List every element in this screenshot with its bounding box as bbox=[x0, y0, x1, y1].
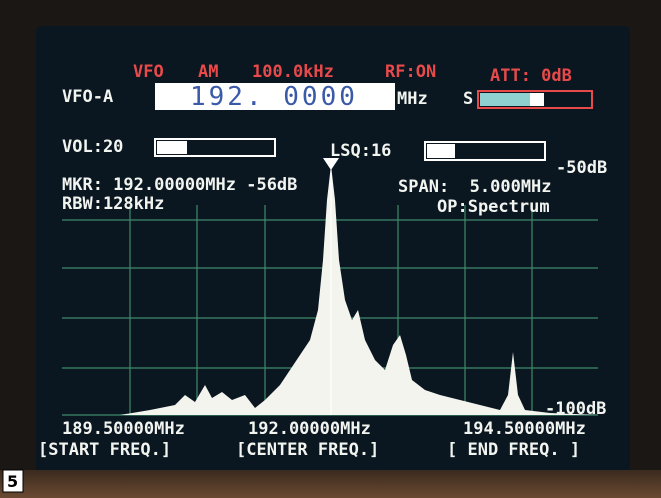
squelch-bar-frame bbox=[424, 141, 546, 161]
bottom-level: -100dB bbox=[545, 399, 607, 419]
s-meter-label: S bbox=[463, 89, 474, 109]
mode-label: 100.0kHz bbox=[252, 62, 334, 82]
bezel bbox=[0, 470, 661, 498]
vfo-label: VFO-A bbox=[62, 87, 114, 107]
s-meter-peak bbox=[530, 93, 544, 106]
frequency-box bbox=[155, 83, 395, 110]
center-frequency: 192.00000MHz bbox=[248, 419, 371, 439]
end-frequency: 194.50000MHz bbox=[463, 419, 586, 439]
volume-bar-fill bbox=[157, 141, 187, 154]
span-readout: SPAN: 5.000MHz bbox=[398, 177, 552, 197]
squelch-bar-fill bbox=[427, 144, 455, 158]
volume-label: VOL:20 bbox=[62, 137, 124, 157]
mode-label: RF:ON bbox=[385, 62, 437, 82]
start-frequency: 189.50000MHz bbox=[62, 419, 185, 439]
mode-label: ATT: 0dB bbox=[490, 66, 572, 86]
frequency-unit: MHz bbox=[397, 89, 428, 109]
volume-bar-frame bbox=[154, 138, 276, 157]
figure-label: 5 bbox=[7, 472, 19, 491]
frequency-display: 192. 0000 bbox=[190, 82, 358, 112]
softkey[interactable]: [START FREQ.] bbox=[38, 440, 172, 460]
mode-label: AM bbox=[198, 62, 219, 82]
figure-label-box bbox=[2, 469, 24, 493]
marker-readout: MKR: 192.00000MHz -56dB bbox=[62, 175, 298, 195]
rbw-readout: RBW:128kHz bbox=[62, 194, 165, 214]
spectrum-trace bbox=[62, 165, 598, 415]
mode-label: VFO bbox=[133, 62, 164, 82]
softkey[interactable]: [CENTER FREQ.] bbox=[236, 440, 380, 460]
top-level: -50dB bbox=[556, 158, 608, 178]
softkey[interactable]: [ END FREQ. ] bbox=[447, 440, 581, 460]
marker-triangle bbox=[323, 158, 339, 170]
op-readout: OP:Spectrum bbox=[437, 197, 550, 217]
s-meter-fill bbox=[480, 93, 530, 106]
squelch-label: LSQ:16 bbox=[330, 141, 392, 161]
s-meter-frame bbox=[477, 90, 593, 109]
